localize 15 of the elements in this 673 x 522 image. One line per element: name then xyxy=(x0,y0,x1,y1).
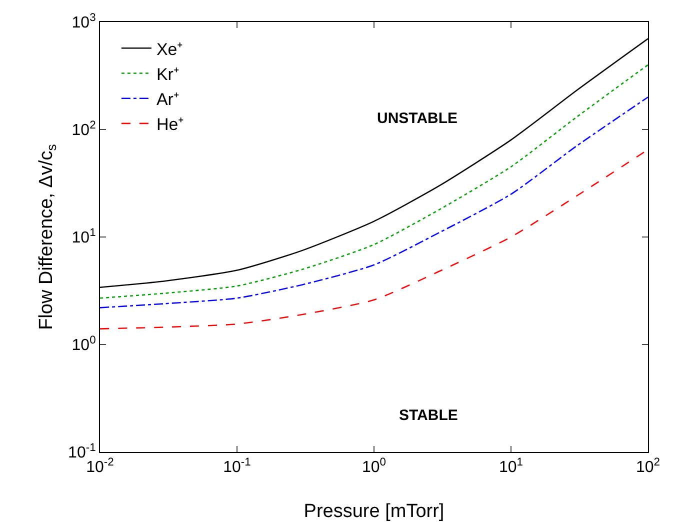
x-tick-label: 10$^{2}$ xyxy=(636,456,660,476)
y-tick-label: 10$^{2}$ xyxy=(72,119,96,140)
legend-label: He⁺ xyxy=(156,115,184,134)
annotation: STABLE xyxy=(399,407,458,424)
x-tick-label: 10$^{0}$ xyxy=(362,456,386,476)
x-tick-label: 10$^{-1}$ xyxy=(223,456,251,476)
x-tick-label: 10$^{1}$ xyxy=(498,456,524,476)
y-tick-label: 10$^{0}$ xyxy=(72,334,96,354)
legend-label: Xe⁺ xyxy=(156,40,184,59)
x-axis-title: Pressure [mTorr] xyxy=(304,501,444,522)
legend-label: Kr⁺ xyxy=(156,64,180,84)
y-tick-label: 10$^{3}$ xyxy=(72,12,96,32)
annotation: UNSTABLE xyxy=(377,110,458,127)
legend-label: Ar⁺ xyxy=(156,90,180,109)
y-tick-label: 10$^{1}$ xyxy=(72,226,96,247)
